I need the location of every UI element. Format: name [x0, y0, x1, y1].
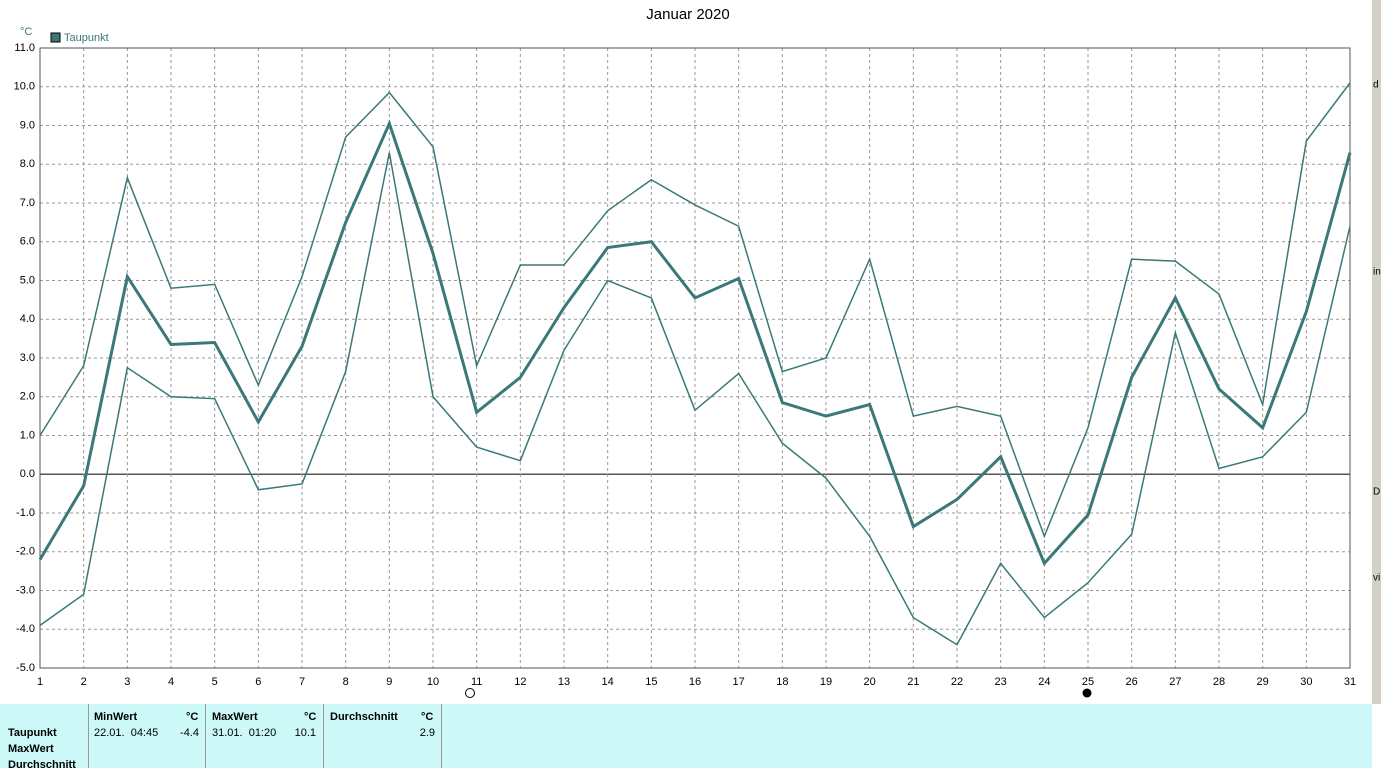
header: Durchschnitt: [330, 711, 398, 723]
x-tick-label: 17: [733, 676, 745, 688]
x-tick-label: 7: [299, 676, 305, 688]
y-tick-label: -3.0: [16, 584, 35, 596]
stats-table: Taupunkt MaxWert Durchschnitt MinWert °C…: [0, 704, 1372, 771]
x-tick-label: 22: [951, 676, 963, 688]
x-tick-label: 6: [255, 676, 261, 688]
side-strip: [1372, 0, 1381, 704]
x-tick-label: 3: [124, 676, 130, 688]
x-tick-label: 20: [864, 676, 876, 688]
y-tick-label: 5.0: [20, 274, 35, 286]
chart-title: Januar 2020: [646, 6, 729, 23]
y-tick-label: 8.0: [20, 158, 35, 170]
header: MinWert: [94, 711, 138, 723]
row-label: Taupunkt: [8, 727, 57, 739]
side-text: D: [1373, 487, 1380, 498]
side-text: d: [1373, 80, 1379, 91]
side-text: vi: [1373, 573, 1380, 584]
x-tick-label: 8: [343, 676, 349, 688]
x-tick-label: 14: [602, 676, 614, 688]
data-line: [39, 82, 1351, 539]
x-tick-label: 5: [212, 676, 218, 688]
cell: 22.01. 04:45: [94, 727, 159, 739]
x-tick-label: 10: [427, 676, 439, 688]
x-tick-label: 24: [1038, 676, 1050, 688]
x-tick-label: 29: [1257, 676, 1269, 688]
moon-icon: [1082, 688, 1092, 698]
y-tick-label: 11.0: [14, 42, 35, 54]
header: °C: [421, 711, 434, 723]
side-text: in: [1373, 267, 1381, 278]
y-tick-label: 10.0: [14, 81, 35, 93]
separator: [205, 704, 206, 768]
x-tick-label: 30: [1300, 676, 1312, 688]
cell: 31.01. 01:20: [212, 727, 277, 739]
x-tick-label: 1: [37, 676, 43, 688]
x-tick-label: 26: [1126, 676, 1138, 688]
legend-swatch: [50, 32, 61, 43]
data-line: [38, 119, 1352, 567]
x-tick-label: 28: [1213, 676, 1225, 688]
header: °C: [304, 711, 317, 723]
y-tick-label: -2.0: [16, 546, 35, 558]
header: MaxWert: [212, 711, 258, 723]
separator: [88, 704, 89, 768]
cell: -4.4: [180, 727, 199, 739]
y-tick-label: -1.0: [16, 507, 35, 519]
x-tick-label: 4: [168, 676, 174, 688]
y-tick-label: 1.0: [20, 429, 35, 441]
y-unit: °C: [20, 26, 32, 38]
y-tick-label: 6.0: [20, 236, 35, 248]
x-tick-label: 25: [1082, 676, 1094, 688]
y-tick-label: 2.0: [20, 391, 35, 403]
moon-icon: [465, 688, 475, 698]
x-tick-label: 18: [776, 676, 788, 688]
x-tick-label: 21: [907, 676, 919, 688]
y-tick-label: 0.0: [20, 468, 35, 480]
x-tick-label: 9: [386, 676, 392, 688]
y-tick-label: 9.0: [20, 119, 35, 131]
legend-label: Taupunkt: [64, 32, 109, 44]
row-label: MaxWert: [8, 743, 54, 755]
x-tick-label: 13: [558, 676, 570, 688]
x-tick-label: 2: [81, 676, 87, 688]
y-tick-label: -4.0: [16, 623, 35, 635]
x-tick-label: 27: [1169, 676, 1181, 688]
x-tick-label: 23: [995, 676, 1007, 688]
chart: Januar 2020 °C -5.0 -4.0 -3.0 -2.0 -1.0 0.0 1.…: [14, 0, 1381, 704]
header: °C: [186, 711, 199, 723]
x-tick-label: 15: [645, 676, 657, 688]
x-tick-label: 11: [471, 676, 482, 688]
y-tick-label: 7.0: [20, 197, 35, 209]
row-label: Durchschnitt: [8, 759, 76, 771]
separator: [323, 704, 324, 768]
cell: 10.1: [294, 727, 316, 739]
data-line: [39, 152, 1351, 646]
x-tick-label: 31: [1344, 676, 1356, 688]
x-tick-label: 12: [514, 676, 526, 688]
plot-border: [39, 47, 1351, 669]
x-tick-label: 19: [820, 676, 832, 688]
y-tick-label: 4.0: [20, 313, 35, 325]
y-tick-label: 3.0: [20, 352, 35, 364]
x-tick-label: 16: [689, 676, 701, 688]
y-tick-label: -5.0: [16, 662, 35, 674]
cell: 2.9: [419, 727, 435, 739]
separator: [441, 704, 442, 768]
